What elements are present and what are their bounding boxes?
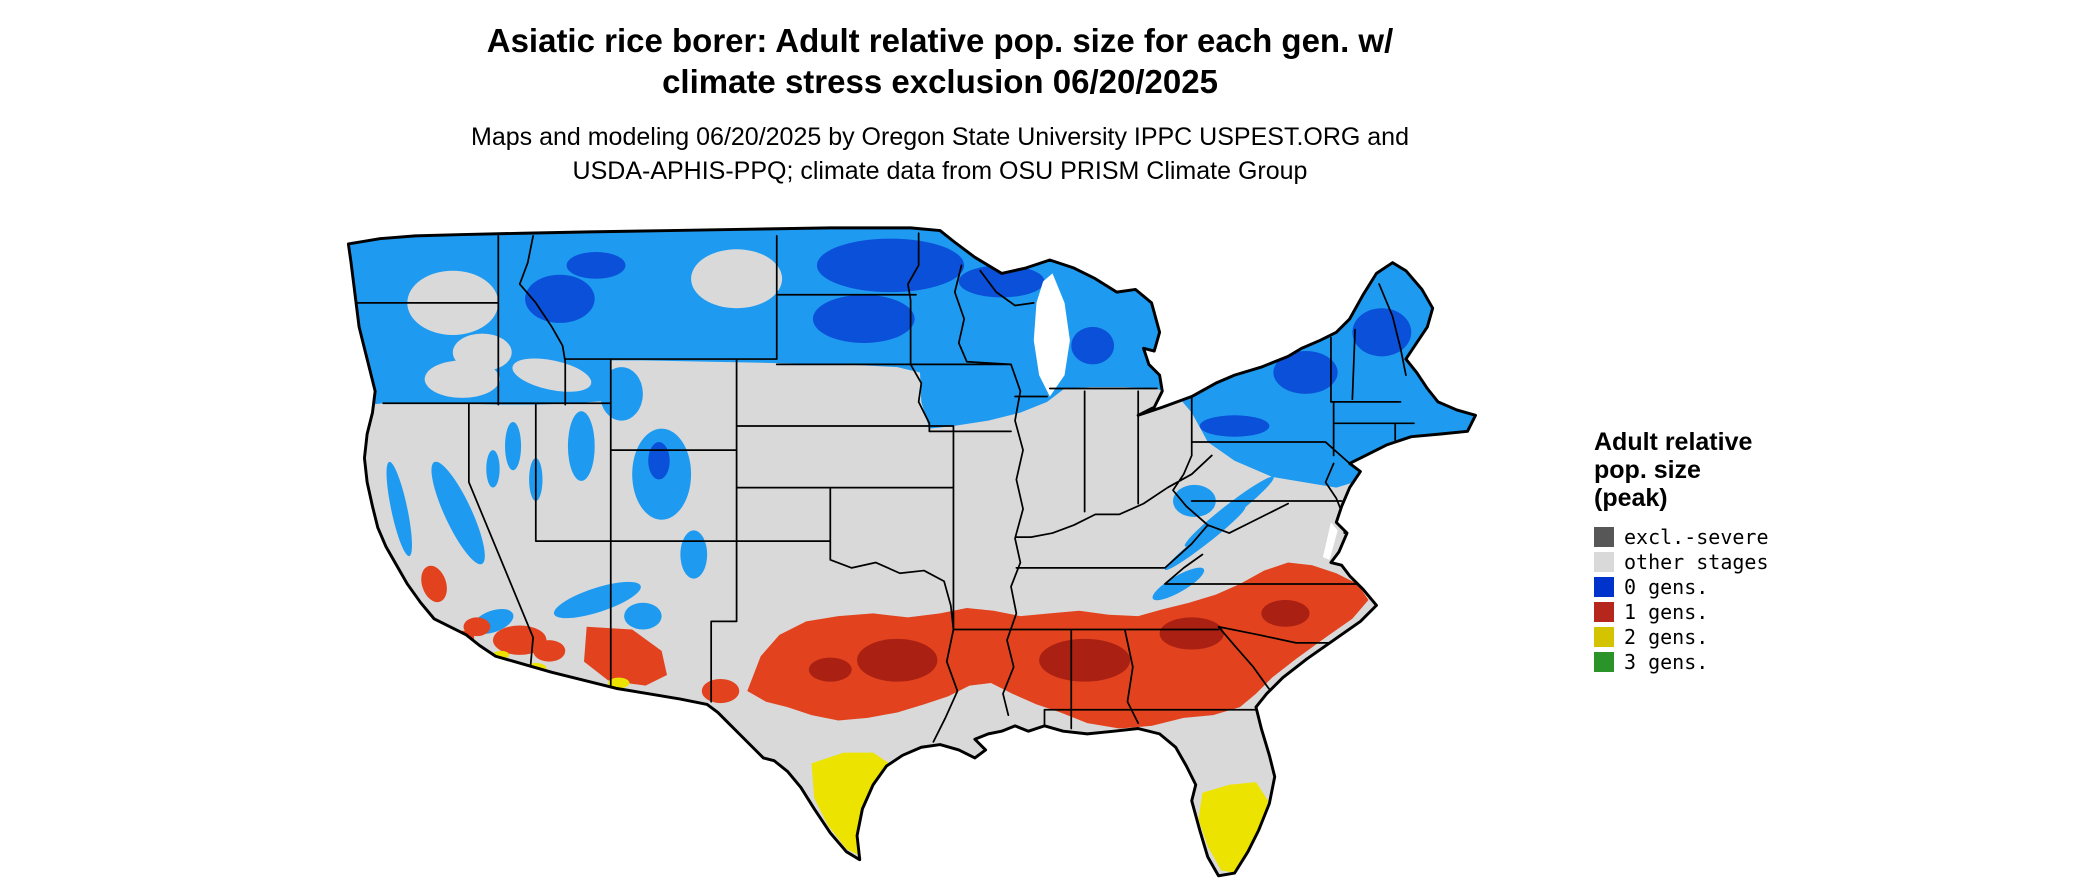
map-layer-1gens-dark <box>808 600 1310 682</box>
legend-label-3-gens: 3 gens. <box>1624 649 1709 674</box>
map-title-line1: Asiatic rice borer: Adult relative pop. … <box>486 22 1394 59</box>
map-title-line2: climate stress exclusion 06/20/2025 <box>662 63 1218 100</box>
map-subtitle-line1: Maps and modeling 06/20/2025 by Oregon S… <box>471 123 1409 151</box>
legend-item-2-gens: 2 gens. <box>1594 624 1894 649</box>
legend-title-line3: (peak) <box>1594 484 1668 512</box>
map-subtitle: Maps and modeling 06/20/2025 by Oregon S… <box>0 120 1880 188</box>
legend-swatch-3-gens <box>1594 651 1614 672</box>
legend-swatch-1-gens <box>1594 601 1614 622</box>
map-title: Asiatic rice borer: Adult relative pop. … <box>0 20 1880 102</box>
legend-item-excl-severe: excl.-severe <box>1594 524 1894 549</box>
legend-label-excl-severe: excl.-severe <box>1624 524 1769 549</box>
legend-label-2-gens: 2 gens. <box>1624 624 1709 649</box>
us-map-svg <box>346 226 1477 878</box>
legend-title: Adult relative pop. size (peak) <box>1594 428 1894 512</box>
map-layer-water <box>1033 273 1338 560</box>
legend-item-0-gens: 0 gens. <box>1594 574 1894 599</box>
legend-label-1-gens: 1 gens. <box>1624 599 1709 624</box>
legend-item-3-gens: 3 gens. <box>1594 649 1894 674</box>
legend-swatch-2-gens <box>1594 626 1614 647</box>
map-outline <box>346 226 1477 878</box>
legend-items: excl.-severe other stages 0 gens. 1 gens… <box>1594 524 1894 674</box>
us-map <box>335 225 1513 884</box>
legend-item-1-gens: 1 gens. <box>1594 599 1894 624</box>
legend-label-other-stages: other stages <box>1624 549 1769 574</box>
map-layer-0gens-dark <box>525 238 1412 480</box>
legend-swatch-other-stages <box>1594 551 1614 572</box>
legend: Adult relative pop. size (peak) excl.-se… <box>1594 428 1894 674</box>
map-layer-state-borders <box>352 232 1415 743</box>
legend-item-other-stages: other stages <box>1594 549 1894 574</box>
legend-swatch-excl-severe <box>1594 526 1614 547</box>
legend-swatch-0-gens <box>1594 576 1614 597</box>
legend-label-0-gens: 0 gens. <box>1624 574 1709 599</box>
legend-title-line1: Adult relative <box>1594 428 1753 456</box>
legend-title-line2: pop. size <box>1594 456 1701 484</box>
map-subtitle-line2: USDA-APHIS-PPQ; climate data from OSU PR… <box>572 157 1308 185</box>
